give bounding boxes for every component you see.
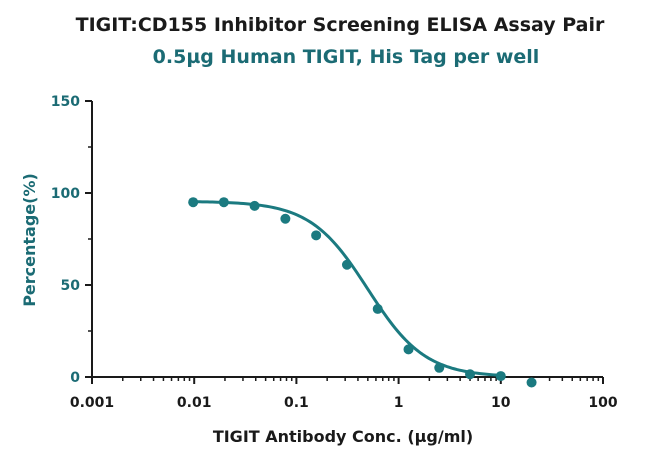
y-tick-label: 50 xyxy=(61,278,81,294)
x-tick-label: 0.01 xyxy=(177,395,212,411)
data-point xyxy=(311,230,322,241)
data-point xyxy=(341,259,352,270)
data-point xyxy=(218,197,229,208)
data-point xyxy=(280,213,291,224)
x-tick-label: 0.1 xyxy=(284,395,309,411)
data-point xyxy=(403,344,414,355)
x-axis-title: TIGIT Antibody Conc. (µg/ml) xyxy=(213,427,473,446)
fit-curve-layer xyxy=(191,200,501,377)
data-points-layer xyxy=(188,197,537,388)
x-tick-label: 100 xyxy=(588,395,617,411)
data-point xyxy=(465,369,476,380)
x-tick-label: 1 xyxy=(394,395,404,411)
chart-title: TIGIT:CD155 Inhibitor Screening ELISA As… xyxy=(75,14,605,36)
y-tick-label: 0 xyxy=(70,370,80,386)
chart-subtitle: 0.5µg Human TIGIT, His Tag per well xyxy=(152,46,540,68)
data-point xyxy=(526,377,537,388)
x-tick-label: 0.001 xyxy=(70,395,114,411)
y-tick-label: 100 xyxy=(51,186,80,202)
y-axis-title: Percentage(%) xyxy=(20,173,39,307)
data-point xyxy=(372,303,383,314)
data-point xyxy=(249,200,260,211)
data-point xyxy=(188,197,199,208)
axes: 0.001 0.01 0.1 1 10 100 0 50 100 150 xyxy=(51,94,618,411)
data-point xyxy=(434,362,445,373)
data-point xyxy=(495,371,506,382)
x-tick-label: 10 xyxy=(491,395,511,411)
y-tick-label: 150 xyxy=(51,94,80,110)
fit-curve xyxy=(191,200,501,377)
